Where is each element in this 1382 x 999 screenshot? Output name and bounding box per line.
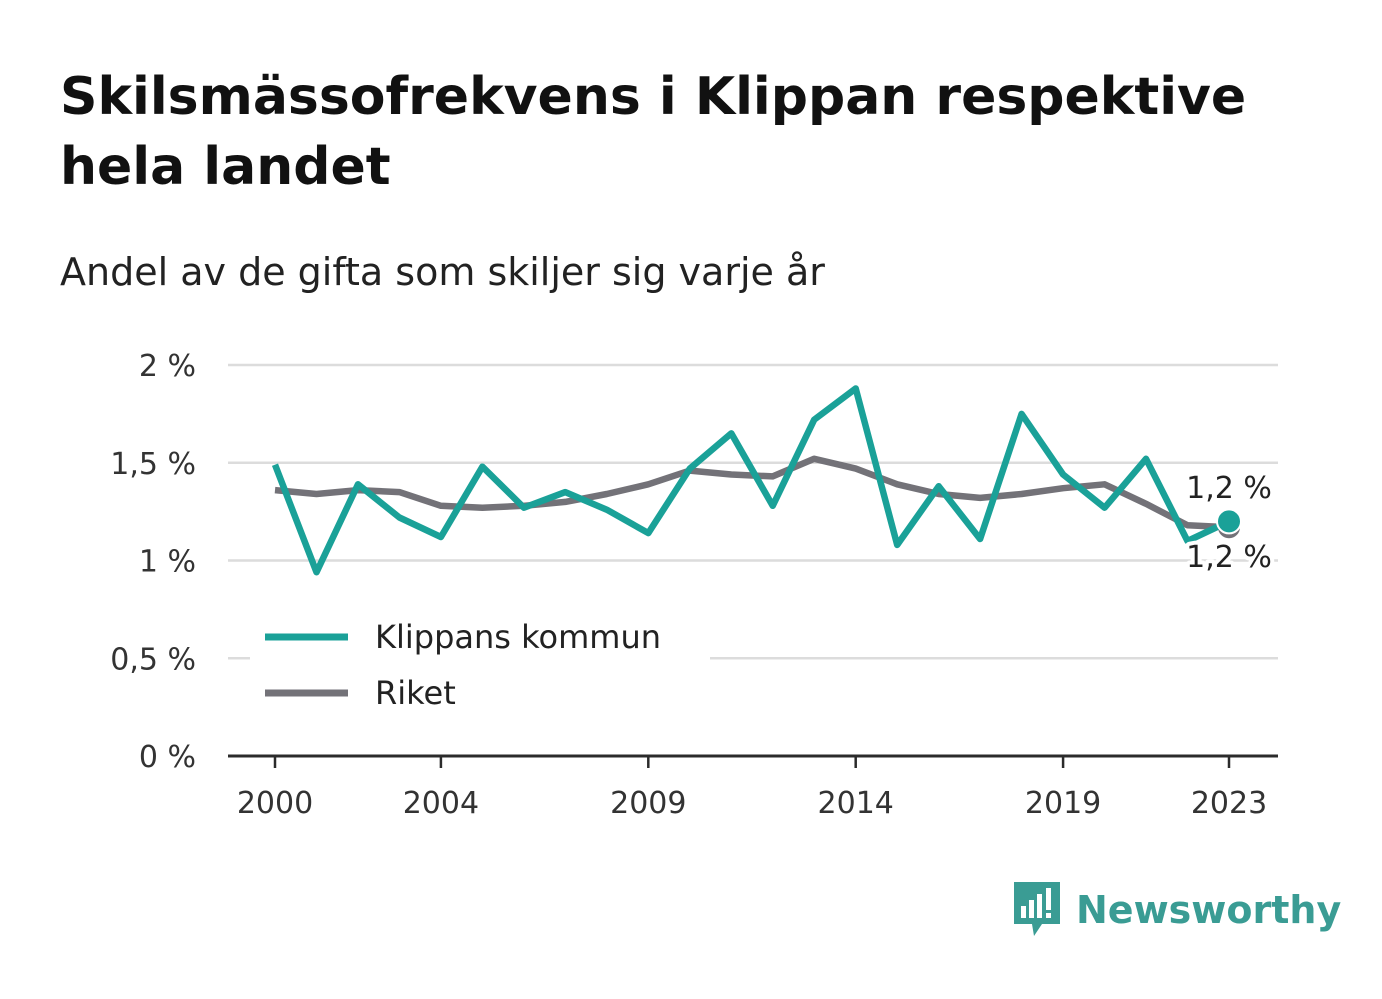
brand-name: Newsworthy xyxy=(1076,888,1342,932)
series-line-klippan xyxy=(271,385,1231,576)
legend: Klippans kommun Riket xyxy=(250,606,710,728)
chart-subtitle: Andel av de gifta som skiljer sig varje … xyxy=(60,250,825,294)
x-tick-label: 2023 xyxy=(1191,786,1267,821)
end-labels: 1,2 % 1,2 % xyxy=(1182,467,1276,579)
x-axis-ticks: 2000 2004 2009 2014 2019 2023 xyxy=(237,756,1267,821)
x-tick-label: 2014 xyxy=(818,786,894,821)
y-tick-label: 1,5 % xyxy=(110,447,196,482)
y-tick-label: 2 % xyxy=(139,349,196,384)
y-tick-label: 1 % xyxy=(139,545,196,580)
legend-background xyxy=(250,606,710,728)
legend-label: Riket xyxy=(375,674,456,712)
y-tick-label: 0 % xyxy=(139,740,196,775)
brand-logo: Newsworthy xyxy=(1012,880,1341,940)
y-tick-label: 0,5 % xyxy=(110,642,196,677)
legend-label: Klippans kommun xyxy=(375,618,661,656)
x-tick-label: 2019 xyxy=(1025,786,1101,821)
x-tick-label: 2000 xyxy=(237,786,313,821)
series-lines xyxy=(271,385,1242,576)
x-tick-label: 2004 xyxy=(403,786,479,821)
y-axis-ticks: 0 % 0,5 % 1 % 1,5 % 2 % xyxy=(110,349,196,775)
end-label-riket: 1,2 % xyxy=(1186,540,1272,575)
newsworthy-logo-icon xyxy=(1014,882,1060,936)
chart-title: Skilsmässofrekvens i Klippan respektive … xyxy=(60,67,1247,197)
end-label-klippan: 1,2 % xyxy=(1186,471,1272,506)
x-tick-label: 2009 xyxy=(610,786,686,821)
end-point-klippan xyxy=(1216,508,1242,535)
